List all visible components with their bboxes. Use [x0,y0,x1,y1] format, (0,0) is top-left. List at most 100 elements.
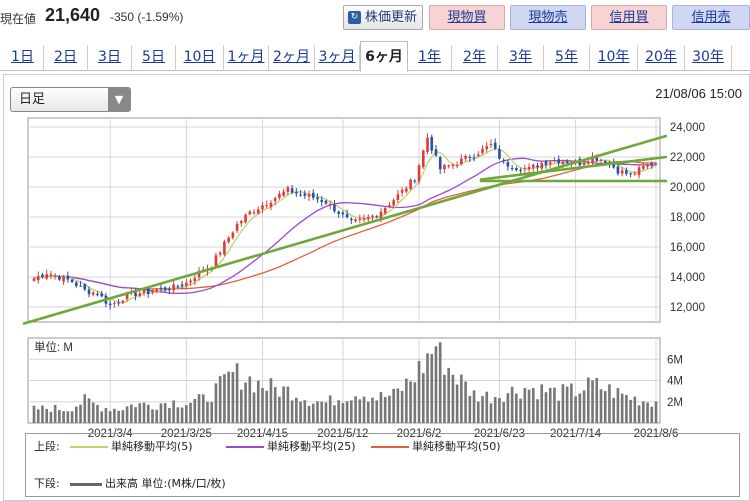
candle-body [299,194,302,196]
volume-bar [362,396,366,423]
refresh-label: 株価更新 [364,10,417,25]
volume-bar [417,360,421,423]
cash-sell-button[interactable]: 現物売 [510,5,586,30]
y-tick-label: 24,000 [670,122,705,134]
tab-0[interactable]: 1日 [2,45,44,71]
x-tick-label: 2021/5/12 [317,428,368,440]
candle-body [41,274,44,277]
candle-body [438,157,442,170]
volume-bar [311,403,315,423]
candle-body [223,241,226,255]
legend-ma25: 単純移動平均(25) [226,439,356,455]
candle-body [354,219,357,222]
legend-ma50: 単純移動平均(50) [371,439,501,455]
volume-bar [531,387,535,423]
period-select[interactable]: 日足 ▼ [10,87,131,112]
volume-bar [185,405,188,423]
volume-bar [485,391,489,423]
legend-ma5-label: 単純移動平均(5) [111,440,193,453]
volume-bar [409,381,412,423]
volume-bar [582,390,586,423]
volume-bar [227,371,230,423]
volume-bar [155,409,159,423]
tab-9[interactable]: 1年 [408,45,452,71]
tab-14[interactable]: 20年 [638,45,685,71]
volume-bar [83,394,87,423]
tab-8[interactable]: 6ヶ月 [360,41,408,72]
volume-bar [240,389,243,423]
legend-ma25-label: 単純移動平均(25) [267,440,356,453]
tab-2[interactable]: 3日 [88,45,132,71]
candle-body [96,293,99,296]
volume-bar [476,401,480,423]
volume-bar [540,384,544,423]
volume-bar [565,386,569,423]
candle-body [523,168,527,170]
refresh-button[interactable]: ↻ 株価更新 [343,5,423,30]
volume-bar [498,398,501,423]
volume-bar [295,397,298,423]
volume-bar [379,392,383,423]
volume-bar [430,354,434,423]
chevron-down-icon: ▼ [108,88,130,111]
legend-volume-swatch [70,482,102,486]
volume-unit-label: 単位: M [34,340,73,354]
tab-1[interactable]: 2日 [44,45,88,71]
candle-body [66,275,70,280]
volume-bar [400,390,404,423]
candle-body [426,137,429,152]
candle-body [180,284,184,287]
margin-buy-button[interactable]: 信用買 [591,5,667,30]
candle-body [637,167,641,176]
candle-body [87,289,91,295]
volume-bar [168,408,171,423]
candle-body [443,165,446,170]
tab-10[interactable]: 2年 [452,45,498,71]
volume-bar [286,386,290,423]
volume-bar [608,384,611,423]
legend-volume: 出来高 単位:(M株/口/枚) [70,476,226,492]
tab-7[interactable]: 3ヶ月 [315,45,360,71]
candle-body [83,284,87,290]
x-tick-label: 2021/3/4 [88,428,133,440]
volume-bar [616,387,620,423]
candle-body [447,165,450,167]
volume-bar [392,388,395,423]
tab-4[interactable]: 10日 [176,45,224,71]
candle-body [366,217,370,219]
volume-bar [303,400,307,423]
volume-bar [163,403,167,423]
volume-bar [159,403,163,423]
tab-13[interactable]: 10年 [590,45,638,71]
volume-bar [320,401,324,423]
tab-3[interactable]: 5日 [132,45,176,71]
candle-body [53,275,57,277]
volume-bar [75,406,78,423]
volume-bar [595,377,599,423]
candle-body [350,218,353,221]
volume-bar [502,402,505,423]
cash-buy-button[interactable]: 現物買 [429,5,505,30]
candle-body [58,276,61,280]
ma25-line [33,157,656,294]
candle-body [506,162,510,167]
candle-body [455,164,459,166]
margin-sell-button[interactable]: 信用売 [672,5,750,30]
volume-bar [523,388,527,423]
volume-bar [125,406,129,423]
period-select-value: 日足 [19,92,46,107]
candle-body [629,173,632,175]
tab-5[interactable]: 1ヶ月 [224,45,269,71]
volume-bar [104,407,108,423]
volume-bar [231,372,235,423]
volume-bar [49,411,53,423]
tab-11[interactable]: 3年 [498,45,544,71]
tab-6[interactable]: 2ヶ月 [269,45,315,71]
volume-bar [210,402,214,423]
current-price: 21,640 [45,5,101,25]
candle-body [544,161,548,165]
tab-12[interactable]: 5年 [544,45,590,71]
tab-15[interactable]: 30年 [685,45,732,71]
volume-bar [625,394,628,423]
